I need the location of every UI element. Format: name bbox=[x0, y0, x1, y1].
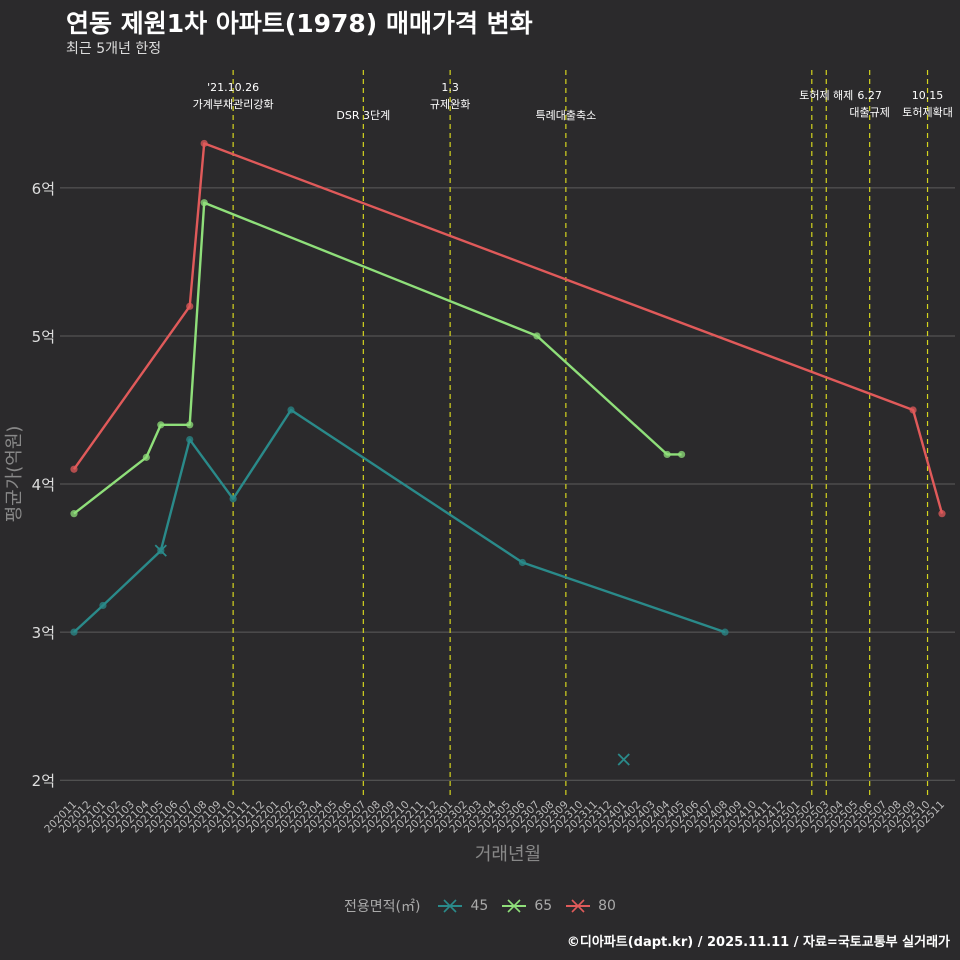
legend-key-45 bbox=[438, 899, 463, 913]
legend-label-80: 80 bbox=[598, 898, 616, 914]
y-tick-label: 2억 bbox=[32, 772, 55, 790]
annotation-label: 토허제 해제 bbox=[799, 88, 853, 102]
legend-key-65 bbox=[502, 899, 527, 913]
y-tick-label: 3억 bbox=[32, 624, 55, 642]
series-line-45 bbox=[73, 408, 726, 634]
legend-label-45: 45 bbox=[470, 898, 489, 914]
data-point-65 bbox=[533, 332, 541, 340]
data-point-45 bbox=[518, 558, 527, 567]
annotation-label: DSR 3단계 bbox=[336, 109, 390, 122]
cross-marker-45 bbox=[154, 544, 167, 557]
annotation-label: 6.27 bbox=[857, 89, 882, 102]
data-point-65 bbox=[70, 510, 78, 518]
chart-title: 연동 제원1차 아파트(1978) 매매가격 변화 bbox=[66, 9, 533, 38]
annotation-label: 1.3 bbox=[441, 81, 459, 94]
data-point-80 bbox=[909, 406, 917, 414]
data-point-45 bbox=[186, 436, 194, 444]
grid-lines bbox=[60, 187, 955, 781]
data-point-80 bbox=[938, 510, 946, 518]
annotation-label: 특례대출축소 bbox=[535, 109, 596, 122]
chart-subtitle: 최근 5개년 한정 bbox=[66, 41, 162, 57]
annotation-label: 규제완화 bbox=[430, 98, 470, 111]
source-caption: ©디아파트(dapt.kr) / 2025.11.11 / 자료=국토교통부 실… bbox=[566, 935, 950, 950]
y-axis-label: 평균가(억원) bbox=[4, 426, 25, 523]
data-point-45 bbox=[721, 628, 729, 636]
policy-lines bbox=[232, 70, 929, 795]
y-tick-label: 5억 bbox=[32, 328, 55, 346]
data-point-65 bbox=[142, 453, 150, 461]
legend-title: 전용면적(㎡) bbox=[344, 899, 421, 915]
data-point-80 bbox=[186, 302, 194, 310]
data-point-80 bbox=[70, 465, 78, 473]
data-point-65 bbox=[663, 450, 671, 459]
data-point-45 bbox=[287, 406, 295, 414]
data-point-45 bbox=[70, 628, 78, 636]
y-axis-ticks: 2억 3억 4억 5억 6억 bbox=[32, 180, 55, 790]
legend-key-80 bbox=[566, 899, 591, 913]
data-point-65 bbox=[157, 421, 165, 429]
legend: 전용면적(㎡) 45 65 80 bbox=[0, 896, 960, 916]
legend-item-45: 45 bbox=[436, 897, 488, 915]
y-tick-label: 4억 bbox=[32, 476, 55, 494]
x-axis-label: 거래년월 bbox=[475, 844, 541, 865]
legend-item-65: 65 bbox=[500, 897, 552, 915]
annotation-label: 토허제확대 bbox=[902, 106, 953, 119]
annotation-label: '21.10.26 bbox=[207, 81, 259, 94]
data-point-65 bbox=[678, 450, 686, 459]
data-point-65 bbox=[200, 199, 208, 207]
annotation-label: 대출규제 bbox=[849, 106, 889, 119]
cross-marker-45 bbox=[617, 753, 630, 766]
data-point-65 bbox=[186, 421, 194, 429]
legend-item-80: 80 bbox=[564, 897, 616, 915]
y-tick-label: 6억 bbox=[32, 180, 55, 198]
data-point-45 bbox=[229, 495, 237, 503]
series-lines bbox=[70, 139, 946, 766]
x-axis-ticks: 2020112020122021012021022021032021042021… bbox=[42, 798, 947, 835]
series-line-65 bbox=[73, 201, 682, 515]
data-point-45 bbox=[99, 601, 107, 610]
data-point-80 bbox=[200, 139, 208, 148]
annotation-label: 가계부채관리강화 bbox=[193, 98, 274, 111]
legend-label-65: 65 bbox=[534, 898, 553, 914]
annotation-label: 10.15 bbox=[912, 89, 944, 102]
